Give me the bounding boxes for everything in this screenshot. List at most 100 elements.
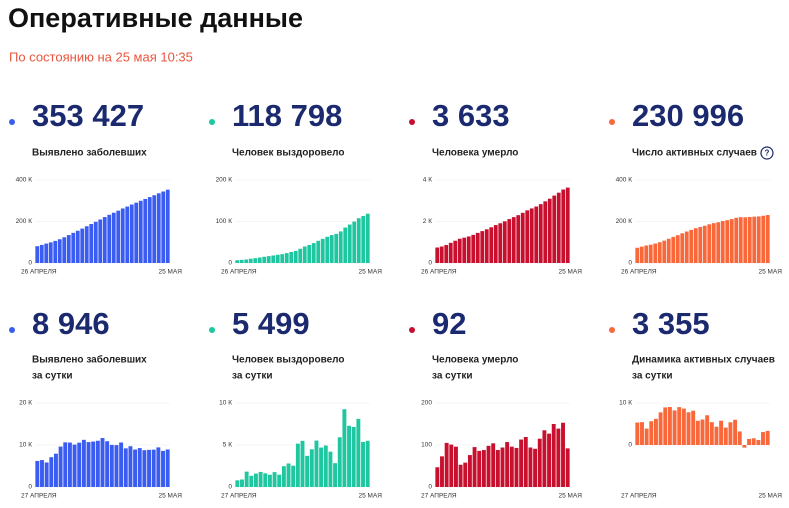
bar bbox=[686, 412, 691, 445]
bar bbox=[467, 455, 472, 487]
bar bbox=[111, 212, 116, 263]
y-tick-label: 10 К bbox=[219, 400, 232, 407]
y-tick-label: 5 К bbox=[223, 442, 232, 449]
bar bbox=[267, 474, 272, 487]
bar bbox=[300, 440, 305, 487]
x-tick-label: 25 МАЯ bbox=[759, 493, 783, 500]
bar bbox=[44, 462, 49, 487]
bar bbox=[53, 240, 58, 263]
bar bbox=[565, 187, 570, 263]
x-tick-label: 26 АПРЕЛЯ bbox=[421, 269, 457, 276]
bar bbox=[338, 231, 343, 263]
bar bbox=[239, 259, 244, 263]
bar bbox=[565, 448, 570, 487]
bar bbox=[71, 232, 76, 263]
y-tick-label: 400 К bbox=[16, 177, 33, 184]
bar bbox=[481, 450, 486, 487]
bar bbox=[658, 412, 663, 445]
bar bbox=[689, 229, 694, 263]
series-dot bbox=[9, 119, 15, 125]
bar bbox=[275, 254, 280, 263]
bar bbox=[138, 200, 143, 263]
y-tick-label: 200 К bbox=[16, 218, 33, 225]
bar bbox=[347, 425, 352, 487]
bar bbox=[714, 426, 719, 445]
bar bbox=[129, 204, 134, 263]
bar bbox=[457, 238, 462, 263]
bar bbox=[263, 473, 268, 487]
bar bbox=[116, 210, 121, 263]
bar bbox=[502, 221, 507, 263]
bar bbox=[152, 195, 157, 263]
bar bbox=[161, 191, 166, 263]
series-dot bbox=[409, 327, 415, 333]
bar bbox=[281, 466, 286, 487]
bar bbox=[556, 428, 561, 487]
bar bbox=[39, 244, 44, 263]
bar bbox=[500, 447, 505, 487]
bar bbox=[35, 460, 40, 487]
bar bbox=[49, 457, 54, 487]
headline-value: 5 499 bbox=[232, 306, 310, 341]
bar bbox=[742, 445, 747, 448]
headline-value: 353 427 bbox=[32, 98, 144, 133]
info-icon-glyph: ? bbox=[765, 149, 770, 158]
bar bbox=[342, 409, 347, 487]
card-label: Выявлено заболевших bbox=[32, 147, 147, 159]
bar bbox=[653, 243, 658, 263]
bar bbox=[648, 244, 653, 263]
bar bbox=[272, 472, 277, 487]
bar bbox=[35, 246, 40, 263]
bar bbox=[156, 447, 161, 487]
bar bbox=[756, 440, 761, 445]
series-dot bbox=[209, 327, 215, 333]
bar bbox=[309, 449, 314, 487]
bar bbox=[477, 450, 482, 487]
bar bbox=[448, 242, 453, 263]
bar bbox=[161, 450, 165, 487]
bar bbox=[493, 225, 498, 263]
y-tick-label: 0 bbox=[228, 260, 232, 267]
y-tick-label: 4 К bbox=[423, 177, 432, 184]
bar bbox=[95, 440, 100, 487]
bar bbox=[702, 225, 707, 263]
bar bbox=[102, 217, 107, 263]
x-tick-label: 25 МАЯ bbox=[559, 493, 583, 500]
bar bbox=[462, 237, 467, 263]
bar bbox=[165, 449, 170, 487]
y-tick-label: 100 bbox=[421, 442, 432, 449]
x-tick-label: 27 АПРЕЛЯ bbox=[221, 493, 257, 500]
bar bbox=[58, 446, 63, 487]
info-icon bbox=[760, 146, 774, 160]
bar bbox=[84, 226, 89, 263]
y-tick-label: 0 bbox=[628, 442, 632, 449]
bar bbox=[107, 214, 112, 263]
bar bbox=[248, 258, 253, 263]
bar bbox=[444, 245, 449, 263]
bar bbox=[640, 422, 644, 445]
bar bbox=[534, 206, 539, 263]
x-tick-label: 25 МАЯ bbox=[759, 269, 783, 276]
y-tick-label: 0 bbox=[28, 260, 32, 267]
bar bbox=[333, 463, 338, 487]
bar bbox=[356, 418, 361, 487]
bar bbox=[523, 437, 528, 487]
bar bbox=[156, 193, 161, 263]
x-tick-label: 26 АПРЕЛЯ bbox=[621, 269, 657, 276]
bar bbox=[44, 243, 49, 263]
card-sublabel: за сутки bbox=[32, 371, 72, 382]
bar bbox=[747, 438, 752, 445]
bar bbox=[752, 216, 757, 263]
bar bbox=[120, 208, 125, 263]
bar bbox=[53, 453, 58, 487]
bar bbox=[484, 229, 489, 263]
bar bbox=[311, 243, 316, 263]
bar bbox=[81, 439, 86, 487]
bar bbox=[114, 445, 119, 487]
bar bbox=[67, 442, 72, 487]
bar bbox=[439, 246, 444, 263]
bar bbox=[709, 422, 714, 445]
bar bbox=[466, 236, 471, 263]
bar bbox=[109, 444, 114, 487]
bar bbox=[737, 431, 742, 445]
